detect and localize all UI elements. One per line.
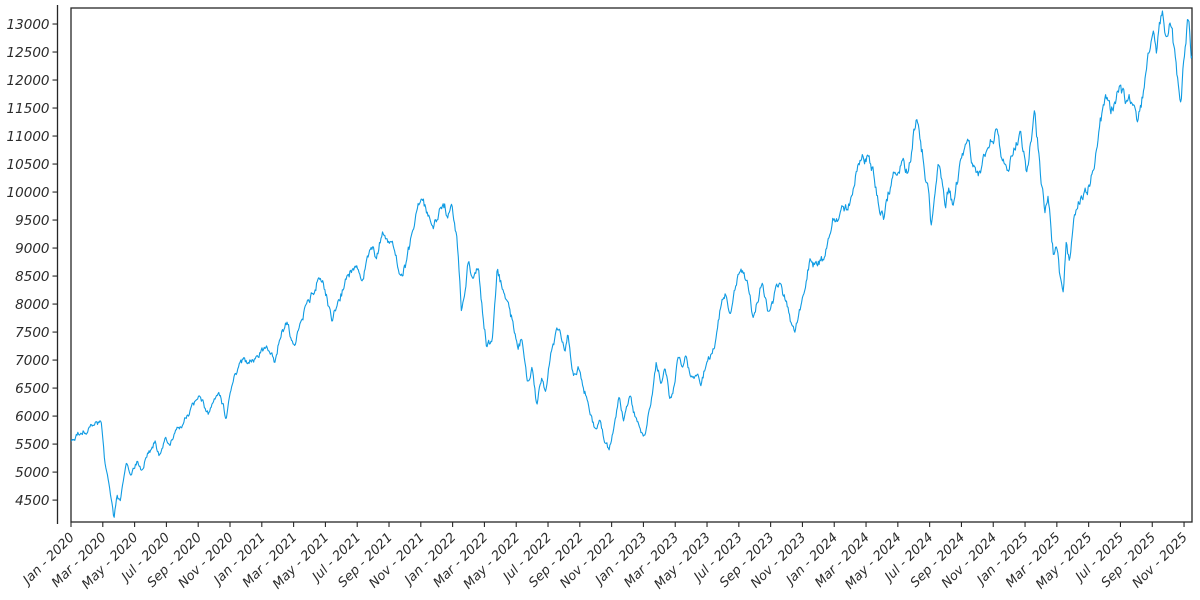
y-tick-label: 12500 bbox=[7, 45, 50, 61]
y-tick-label: 9000 bbox=[15, 241, 49, 257]
y-tick-label: 13000 bbox=[7, 17, 50, 33]
y-tick-label: 10500 bbox=[7, 157, 50, 173]
y-tick-label: 7000 bbox=[15, 353, 49, 369]
y-tick-label: 5500 bbox=[15, 437, 49, 453]
y-tick-label: 5000 bbox=[15, 465, 49, 481]
y-tick-label: 11000 bbox=[7, 129, 50, 145]
y-tick-label: 6000 bbox=[15, 409, 49, 425]
y-tick-label: 4500 bbox=[15, 493, 49, 509]
y-tick-label: 9500 bbox=[15, 213, 49, 229]
y-tick-label: 11500 bbox=[7, 101, 50, 117]
price-series-line bbox=[71, 10, 1192, 518]
y-tick-label: 8500 bbox=[15, 269, 49, 285]
y-tick-label: 6500 bbox=[15, 381, 49, 397]
y-tick-label: 8000 bbox=[15, 297, 49, 313]
plot-border bbox=[70, 7, 1193, 523]
plot-frame bbox=[56, 5, 1193, 524]
y-tick-label: 12000 bbox=[7, 73, 50, 89]
y-axis: 4500 5000 5500 6000 6500 7000 7500 8000 8500 9000… bbox=[7, 17, 58, 509]
y-tick-label: 10000 bbox=[7, 185, 50, 201]
y-tick-label: 7500 bbox=[15, 325, 49, 341]
